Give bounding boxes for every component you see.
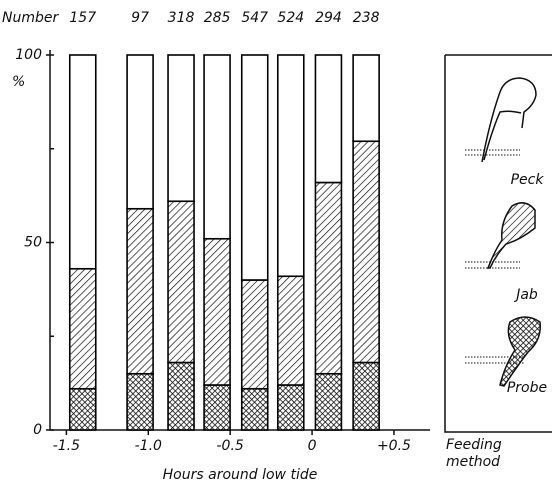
y-tick-label: 0	[33, 422, 42, 438]
bar-segment	[352, 361, 380, 431]
bar-segment	[126, 207, 154, 375]
count: 97	[131, 10, 149, 26]
y-tick-label: 50	[24, 235, 42, 251]
bar-segment	[167, 361, 195, 431]
count: 294	[315, 10, 342, 26]
count: 238	[353, 10, 380, 26]
legend-label: Peck	[511, 172, 545, 188]
x-tick-label: +0.5	[377, 438, 411, 454]
count: 157	[69, 10, 96, 26]
bar-segment	[68, 267, 97, 390]
bar-segment	[314, 181, 343, 375]
ground	[465, 149, 520, 156]
y-tick-label: 100	[15, 47, 42, 63]
bar-segment	[240, 279, 269, 390]
bar-segment	[68, 387, 97, 431]
bar-segment	[276, 275, 305, 386]
bar-segment	[203, 237, 231, 386]
bar-segment	[203, 384, 231, 431]
x-tick-label: -0.5	[217, 438, 244, 454]
y-axis-title: %	[12, 74, 25, 90]
bar-segment	[240, 54, 269, 281]
bar-segment	[126, 372, 154, 431]
bar-segment	[276, 54, 305, 278]
bar-segment	[167, 54, 195, 203]
bar-segment	[314, 372, 343, 431]
legend-title: Feeding method	[446, 437, 502, 470]
jab-bird	[486, 202, 536, 269]
peck-bird	[481, 77, 537, 163]
probe-bird	[499, 316, 541, 387]
bar-segment	[68, 54, 97, 270]
x-axis-title: Hours around low tide	[163, 467, 318, 483]
legend-frame	[444, 54, 552, 433]
count: 318	[168, 10, 195, 26]
ground	[465, 261, 520, 269]
bar-segment	[167, 200, 195, 364]
bar-segment	[314, 54, 343, 184]
x-tick-label: -1.0	[135, 438, 162, 454]
count: 285	[204, 10, 231, 26]
bar-segment	[126, 54, 154, 210]
legend-label: Probe	[507, 380, 547, 396]
ground	[465, 356, 525, 364]
bar-segment	[203, 54, 231, 240]
bar-segment	[352, 140, 380, 364]
count-label: Number	[2, 10, 59, 26]
legend-label: Jab	[513, 287, 538, 303]
count: 524	[277, 10, 304, 26]
bar-segment	[276, 384, 305, 431]
legend-panel	[444, 54, 552, 433]
count: 547	[241, 10, 268, 26]
bar-segment	[240, 387, 269, 431]
x-tick-label: -1.5	[53, 438, 80, 454]
bar-segment	[352, 54, 380, 143]
x-tick-label: 0	[308, 438, 317, 454]
